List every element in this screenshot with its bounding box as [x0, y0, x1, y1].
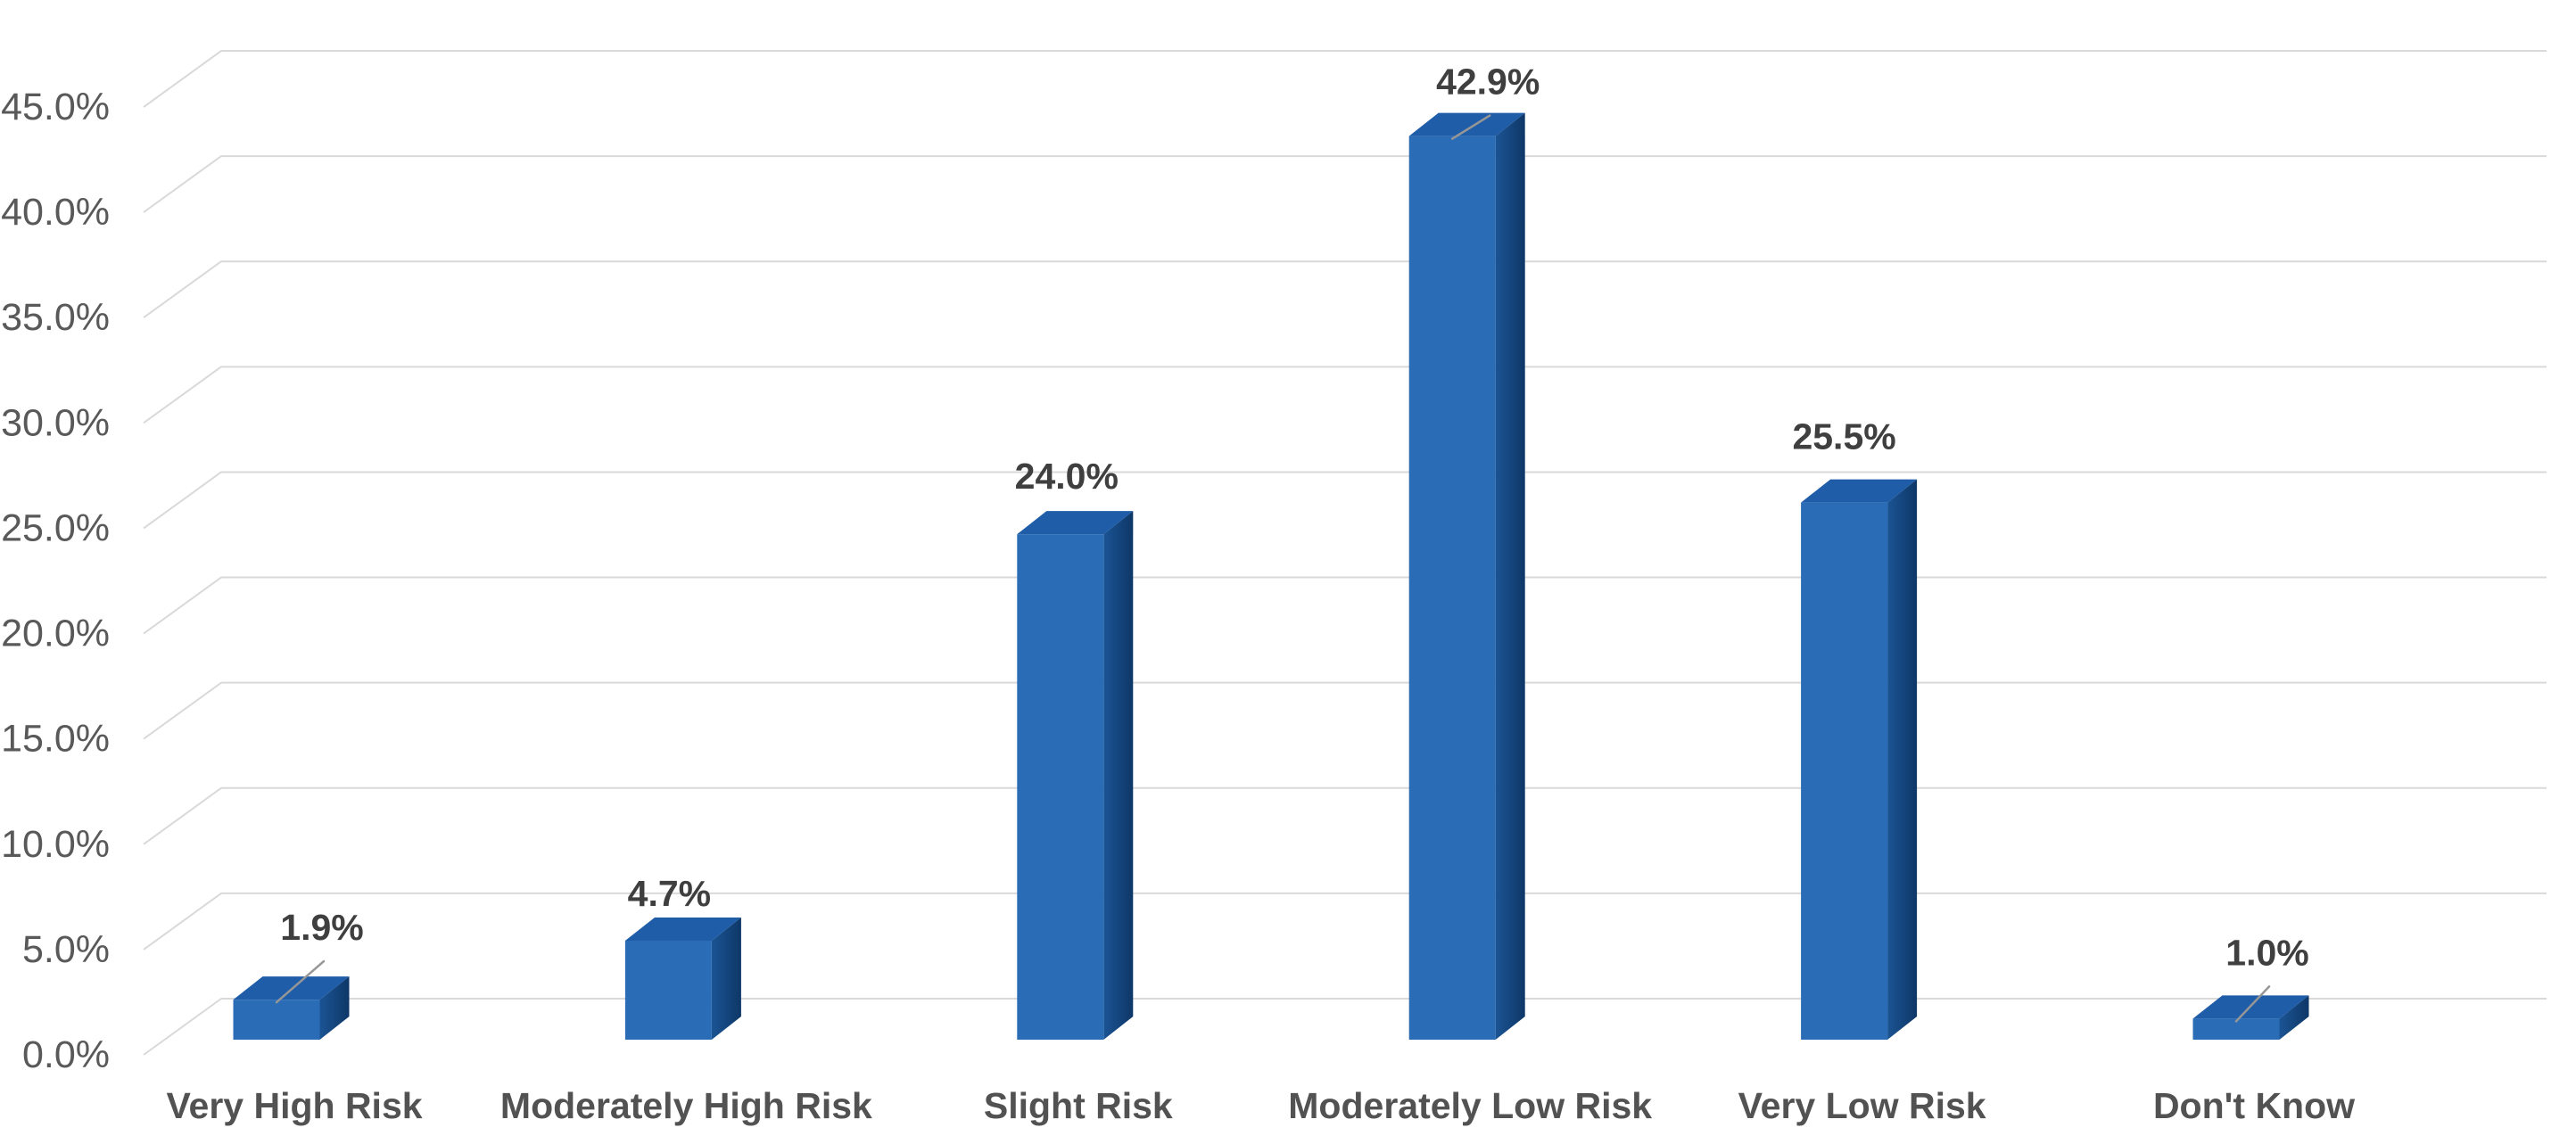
- bar-top-face-very-high-risk: [233, 976, 350, 1000]
- bar-don-t-know: [2192, 1018, 2280, 1040]
- y-axis-tick-label: 15.0%: [1, 718, 110, 761]
- gridline-40.0%: [143, 155, 2547, 213]
- bar-slight-risk: [1017, 534, 1104, 1040]
- data-label-very-high-risk: 1.9%: [280, 907, 363, 948]
- x-axis-category-label-very-low-risk: Very Low Risk: [1738, 1085, 1986, 1126]
- bar-side-face-very-low-risk: [1887, 479, 1918, 1040]
- y-axis-tick-label: 10.0%: [1, 823, 110, 866]
- gridline-10.0%: [143, 786, 2547, 845]
- bar-side-face-very-high-risk: [319, 976, 350, 1040]
- gridline-5.0%: [143, 892, 2547, 951]
- x-axis-category-label-moderately-high-risk: Moderately High Risk: [500, 1085, 872, 1126]
- gridline-35.0%: [143, 260, 2547, 319]
- data-label-leader-line: [1450, 114, 1491, 140]
- bar-top-face-moderately-high-risk: [624, 917, 741, 941]
- y-axis-tick-label: 30.0%: [1, 401, 110, 444]
- y-axis-tick-label: 35.0%: [1, 296, 110, 339]
- gridline-45.0%: [143, 50, 2547, 108]
- bar-very-low-risk: [1801, 502, 1888, 1040]
- gridline-30.0%: [143, 366, 2547, 424]
- data-label-moderately-high-risk: 4.7%: [628, 873, 711, 914]
- y-axis-tick-label: 40.0%: [1, 191, 110, 234]
- data-label-moderately-low-risk: 42.9%: [1436, 62, 1540, 103]
- bar-side-face-slight-risk: [1103, 511, 1134, 1040]
- bar-side-face-don-t-know: [2279, 995, 2309, 1040]
- x-axis-category-label-don-t-know: Don't Know: [2153, 1085, 2355, 1126]
- data-label-leader-line: [2234, 985, 2271, 1023]
- y-axis-tick-label: 20.0%: [1, 613, 110, 655]
- bar-top-face-slight-risk: [1017, 511, 1134, 535]
- bar-top-face-very-low-risk: [1801, 479, 1918, 503]
- y-axis-tick-label: 0.0%: [22, 1033, 110, 1076]
- bar-moderately-high-risk: [624, 940, 712, 1040]
- gridline-25.0%: [143, 471, 2547, 530]
- y-axis-tick-label: 25.0%: [1, 506, 110, 549]
- data-label-leader-line: [275, 959, 326, 1004]
- data-label-don-t-know: 1.0%: [2225, 932, 2308, 973]
- y-axis-tick-label: 5.0%: [22, 928, 110, 971]
- y-axis-tick-label: 45.0%: [1, 86, 110, 128]
- gridline-20.0%: [143, 576, 2547, 635]
- bar-very-high-risk: [233, 1000, 320, 1040]
- bar-top-face-moderately-low-risk: [1408, 112, 1525, 136]
- data-label-slight-risk: 24.0%: [1015, 456, 1119, 497]
- x-axis-category-label-very-high-risk: Very High Risk: [166, 1085, 422, 1126]
- x-axis-category-label-moderately-low-risk: Moderately Low Risk: [1288, 1085, 1652, 1126]
- data-label-very-low-risk: 25.5%: [1792, 416, 1895, 457]
- gridline-15.0%: [143, 681, 2547, 740]
- gridline-0.0%: [143, 998, 2547, 1056]
- x-axis-category-label-slight-risk: Slight Risk: [984, 1085, 1173, 1126]
- bar-moderately-low-risk: [1408, 136, 1496, 1040]
- bar-side-face-moderately-low-risk: [1495, 112, 1525, 1040]
- bar-side-face-moderately-high-risk: [711, 917, 741, 1040]
